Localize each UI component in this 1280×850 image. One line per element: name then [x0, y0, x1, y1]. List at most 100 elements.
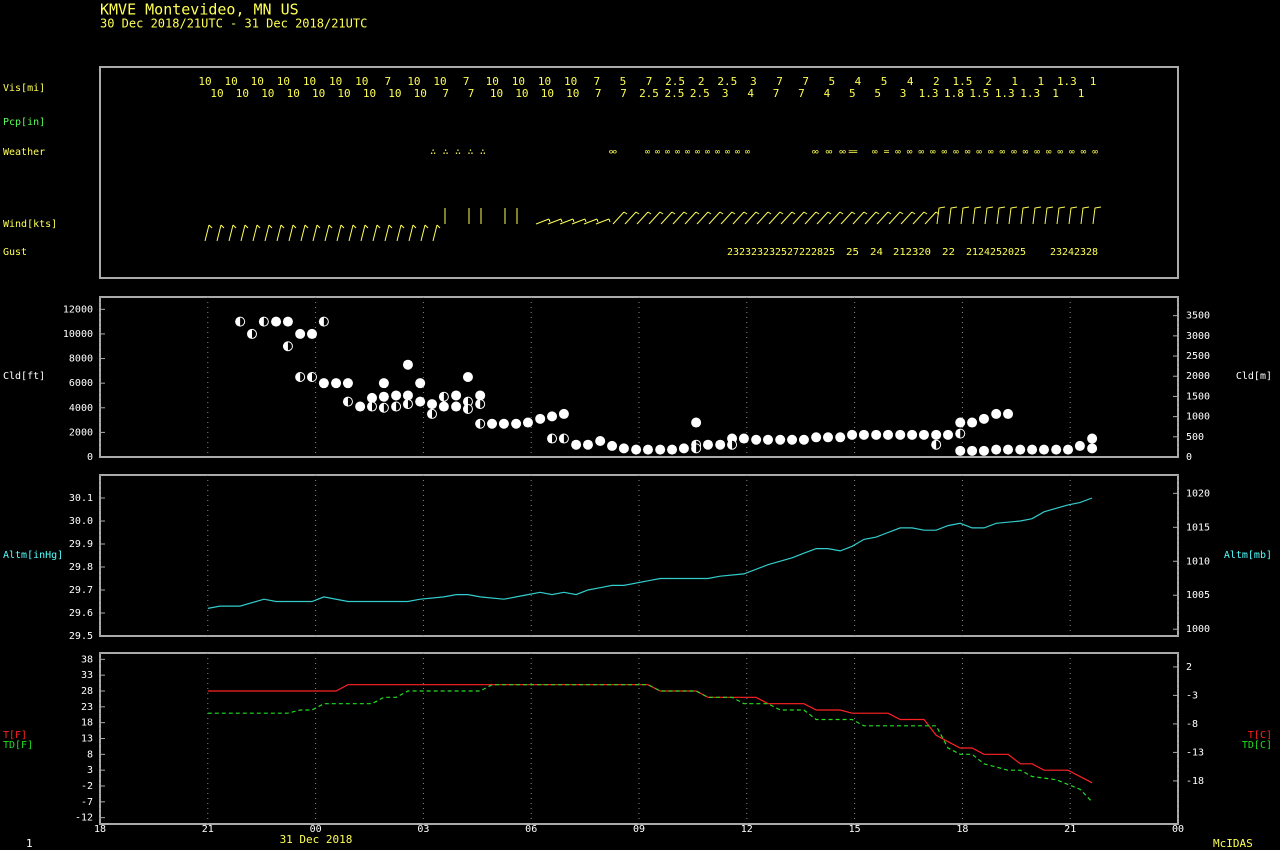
vis-value: 1.8 [944, 87, 964, 100]
vis-value: 7 [595, 87, 602, 100]
wind-barb [372, 224, 381, 242]
cloud-marker [522, 417, 533, 428]
vis-value: 2.5 [690, 87, 710, 100]
vis-value: 3 [900, 87, 907, 100]
y2-tick-label: -13 [1186, 747, 1204, 758]
wind-barb [384, 224, 393, 242]
vis-value: 10 [486, 75, 499, 88]
cloud-marker [582, 439, 593, 450]
station-title: KMVE Montevideo, MN US [100, 1, 299, 19]
wind-barb [312, 224, 321, 242]
cloud-marker [787, 434, 798, 445]
y-tick-label: 23 [81, 702, 93, 713]
gust-value: 23242328 [1050, 247, 1098, 258]
vis-value: 10 [433, 75, 446, 88]
cloud-marker [1015, 444, 1026, 455]
y2-tick-label: 2500 [1186, 351, 1210, 362]
wind-barb [732, 211, 748, 225]
series-label-c: T[C] [1248, 730, 1272, 741]
cloud-marker-shade [432, 409, 437, 418]
y2-axis-label: Cld[m] [1236, 371, 1272, 382]
cloud-marker-shade [240, 317, 245, 326]
vis-value: 3 [750, 75, 757, 88]
pcp-label: Pcp[in] [3, 117, 45, 128]
y-tick-label: 29.7 [69, 585, 93, 596]
cloud-marker [295, 328, 306, 339]
y-tick-label: 30.0 [69, 516, 93, 527]
vis-value: 2.5 [665, 75, 685, 88]
vis-value: 7 [463, 75, 470, 88]
weather-symbols: = [848, 148, 859, 158]
y-tick-label: 30.1 [69, 493, 93, 504]
series-label: TD[F] [3, 740, 33, 751]
cloud-marker [991, 408, 1002, 419]
x-tick-label: 00 [1172, 824, 1184, 835]
cloud-marker [342, 378, 353, 389]
cloud-marker [391, 390, 402, 401]
wind-barb [768, 211, 784, 225]
x-tick-label: 03 [417, 824, 429, 835]
cloud-marker [931, 429, 942, 440]
wind-barb [336, 224, 345, 242]
y-tick-label: 6000 [69, 378, 93, 389]
y2-tick-label: 1020 [1186, 488, 1210, 499]
cloud-marker [378, 391, 389, 402]
cloud-marker [1003, 444, 1014, 455]
wind-barb [408, 224, 417, 242]
cloud-marker [883, 429, 894, 440]
wind-barb [780, 211, 796, 225]
wind-barb [396, 224, 405, 242]
weather-symbols: ∞ = ∞ ∞ ∞ ∞ ∞ ∞ ∞ ∞ ∞ ∞ ∞ ∞ ∞ ∞ ∞ ∞ ∞ ∞ [872, 148, 1099, 158]
wind-barb [912, 211, 928, 225]
page-number: 1 [26, 837, 33, 850]
wind-barb [571, 218, 587, 225]
y2-tick-label: 1000 [1186, 624, 1210, 635]
y-tick-label: 3 [87, 765, 93, 776]
wind-barb [624, 211, 640, 225]
y-tick-label: -7 [81, 797, 93, 808]
cloud-marker [655, 444, 666, 455]
y2-tick-label: 3500 [1186, 311, 1210, 322]
cloud-marker [847, 429, 858, 440]
cloud-marker [751, 434, 762, 445]
wind-barb [535, 218, 551, 225]
cloud-marker-shade [467, 397, 472, 406]
vis-value: 5 [620, 75, 627, 88]
y-tick-label: 8000 [69, 354, 93, 365]
y-tick-label: 29.6 [69, 608, 93, 619]
cloud-marker-shade [407, 400, 412, 409]
wind-barb [864, 211, 880, 225]
y-tick-label: 8 [87, 749, 93, 760]
obs-panel-frame [99, 66, 1179, 279]
vis-value: 1 [1052, 87, 1059, 100]
y-tick-label: 18 [81, 718, 93, 729]
y-tick-label: 0 [87, 452, 93, 463]
cloud-marker [775, 434, 786, 445]
cloud-marker-shade [960, 429, 965, 438]
wind-barb [852, 211, 868, 225]
cloud-marker-shade [732, 440, 737, 449]
wind-barb [216, 224, 225, 242]
wind-barb [816, 211, 832, 225]
gust-value: 25 [846, 247, 859, 258]
cloud-marker [678, 443, 689, 454]
y-tick-label: -2 [81, 781, 93, 792]
wind-barb [240, 224, 249, 242]
cloud-marker [691, 417, 702, 428]
wind-barb [228, 224, 237, 242]
cloud-marker [307, 328, 318, 339]
cloud-marker [618, 443, 629, 454]
vis-value: 10 [287, 87, 300, 100]
wind-label: Wind[kts] [3, 219, 57, 230]
cloud-marker [462, 372, 473, 382]
wind-barb [583, 218, 599, 225]
vis-value: 7 [468, 87, 475, 100]
wind-barb [792, 211, 808, 225]
cloud-marker [1074, 440, 1085, 451]
cloud-marker [858, 429, 869, 440]
vis-value: 1.5 [969, 87, 989, 100]
cloud-marker-shade [480, 419, 485, 428]
wind-barb [348, 224, 357, 242]
vis-value: 4 [855, 75, 862, 88]
vis-value: 10 [541, 87, 554, 100]
